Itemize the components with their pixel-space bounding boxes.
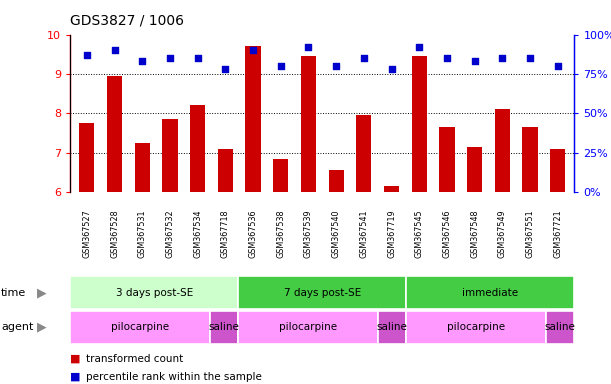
Bar bbox=[238, 276, 406, 309]
Text: pilocarpine: pilocarpine bbox=[279, 322, 337, 333]
Text: GSM367527: GSM367527 bbox=[82, 209, 92, 258]
Bar bbox=[190, 106, 205, 192]
Text: GSM367540: GSM367540 bbox=[332, 209, 341, 258]
Bar bbox=[550, 149, 565, 192]
Text: saline: saline bbox=[545, 322, 576, 333]
Bar bbox=[546, 311, 574, 344]
Text: GSM367534: GSM367534 bbox=[193, 209, 202, 258]
Bar bbox=[210, 311, 238, 344]
Bar bbox=[329, 170, 344, 192]
Point bbox=[165, 55, 175, 61]
Bar bbox=[238, 311, 378, 344]
Bar bbox=[378, 311, 406, 344]
Text: GSM367721: GSM367721 bbox=[553, 209, 562, 258]
Bar bbox=[406, 311, 546, 344]
Text: GSM367719: GSM367719 bbox=[387, 209, 396, 258]
Text: GSM367541: GSM367541 bbox=[359, 209, 368, 258]
Text: pilocarpine: pilocarpine bbox=[447, 322, 505, 333]
Text: GSM367538: GSM367538 bbox=[276, 209, 285, 258]
Text: transformed count: transformed count bbox=[86, 354, 183, 364]
Bar bbox=[70, 311, 210, 344]
Bar bbox=[406, 276, 574, 309]
Text: ▶: ▶ bbox=[37, 286, 46, 299]
Point bbox=[248, 47, 258, 53]
Bar bbox=[301, 56, 316, 192]
Bar bbox=[273, 159, 288, 192]
Text: ■: ■ bbox=[70, 372, 84, 382]
Text: 7 days post-SE: 7 days post-SE bbox=[284, 288, 361, 298]
Point bbox=[497, 55, 507, 61]
Point bbox=[331, 63, 341, 69]
Point bbox=[387, 66, 397, 72]
Point bbox=[276, 63, 286, 69]
Point bbox=[137, 58, 147, 65]
Point bbox=[359, 55, 368, 61]
Text: GSM367546: GSM367546 bbox=[442, 209, 452, 258]
Text: GSM367528: GSM367528 bbox=[110, 209, 119, 258]
Bar bbox=[218, 149, 233, 192]
Point bbox=[110, 47, 120, 53]
Text: GSM367532: GSM367532 bbox=[166, 209, 175, 258]
Bar bbox=[79, 123, 95, 192]
Text: saline: saline bbox=[209, 322, 240, 333]
Text: time: time bbox=[1, 288, 26, 298]
Text: GSM367531: GSM367531 bbox=[137, 209, 147, 258]
Point bbox=[82, 52, 92, 58]
Point bbox=[193, 55, 203, 61]
Bar bbox=[412, 56, 427, 192]
Text: GSM367539: GSM367539 bbox=[304, 209, 313, 258]
Text: saline: saline bbox=[377, 322, 408, 333]
Bar bbox=[163, 119, 178, 192]
Bar bbox=[495, 109, 510, 192]
Point bbox=[525, 55, 535, 61]
Bar bbox=[107, 76, 122, 192]
Point bbox=[553, 63, 563, 69]
Bar bbox=[134, 143, 150, 192]
Point bbox=[221, 66, 230, 72]
Text: GSM367548: GSM367548 bbox=[470, 209, 479, 258]
Text: GSM367536: GSM367536 bbox=[249, 209, 258, 258]
Bar bbox=[522, 127, 538, 192]
Bar bbox=[467, 147, 482, 192]
Text: immediate: immediate bbox=[463, 288, 518, 298]
Text: GSM367718: GSM367718 bbox=[221, 209, 230, 258]
Point bbox=[414, 44, 424, 50]
Text: GSM367549: GSM367549 bbox=[498, 209, 507, 258]
Bar bbox=[356, 115, 371, 192]
Text: GDS3827 / 1006: GDS3827 / 1006 bbox=[70, 13, 185, 27]
Bar bbox=[246, 46, 261, 192]
Text: 3 days post-SE: 3 days post-SE bbox=[115, 288, 193, 298]
Text: ▶: ▶ bbox=[37, 321, 46, 334]
Point bbox=[304, 44, 313, 50]
Point bbox=[470, 58, 480, 65]
Bar bbox=[439, 127, 455, 192]
Bar bbox=[70, 276, 238, 309]
Text: percentile rank within the sample: percentile rank within the sample bbox=[86, 372, 262, 382]
Text: agent: agent bbox=[1, 322, 34, 333]
Point bbox=[442, 55, 452, 61]
Text: GSM367545: GSM367545 bbox=[415, 209, 424, 258]
Text: GSM367551: GSM367551 bbox=[525, 209, 535, 258]
Text: ■: ■ bbox=[70, 354, 84, 364]
Bar bbox=[384, 186, 399, 192]
Text: pilocarpine: pilocarpine bbox=[111, 322, 169, 333]
